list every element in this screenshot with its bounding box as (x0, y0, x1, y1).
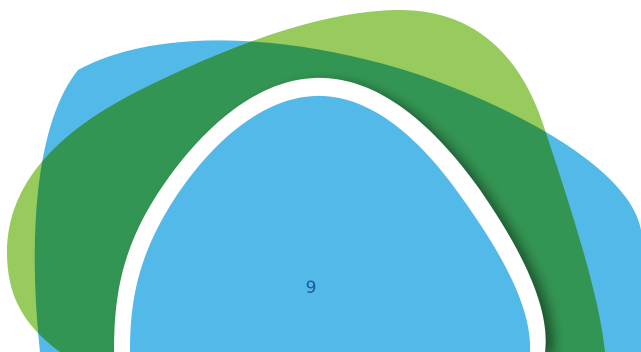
inner-blue-blob-shape (130, 95, 531, 352)
page-number: 9 (305, 278, 317, 298)
